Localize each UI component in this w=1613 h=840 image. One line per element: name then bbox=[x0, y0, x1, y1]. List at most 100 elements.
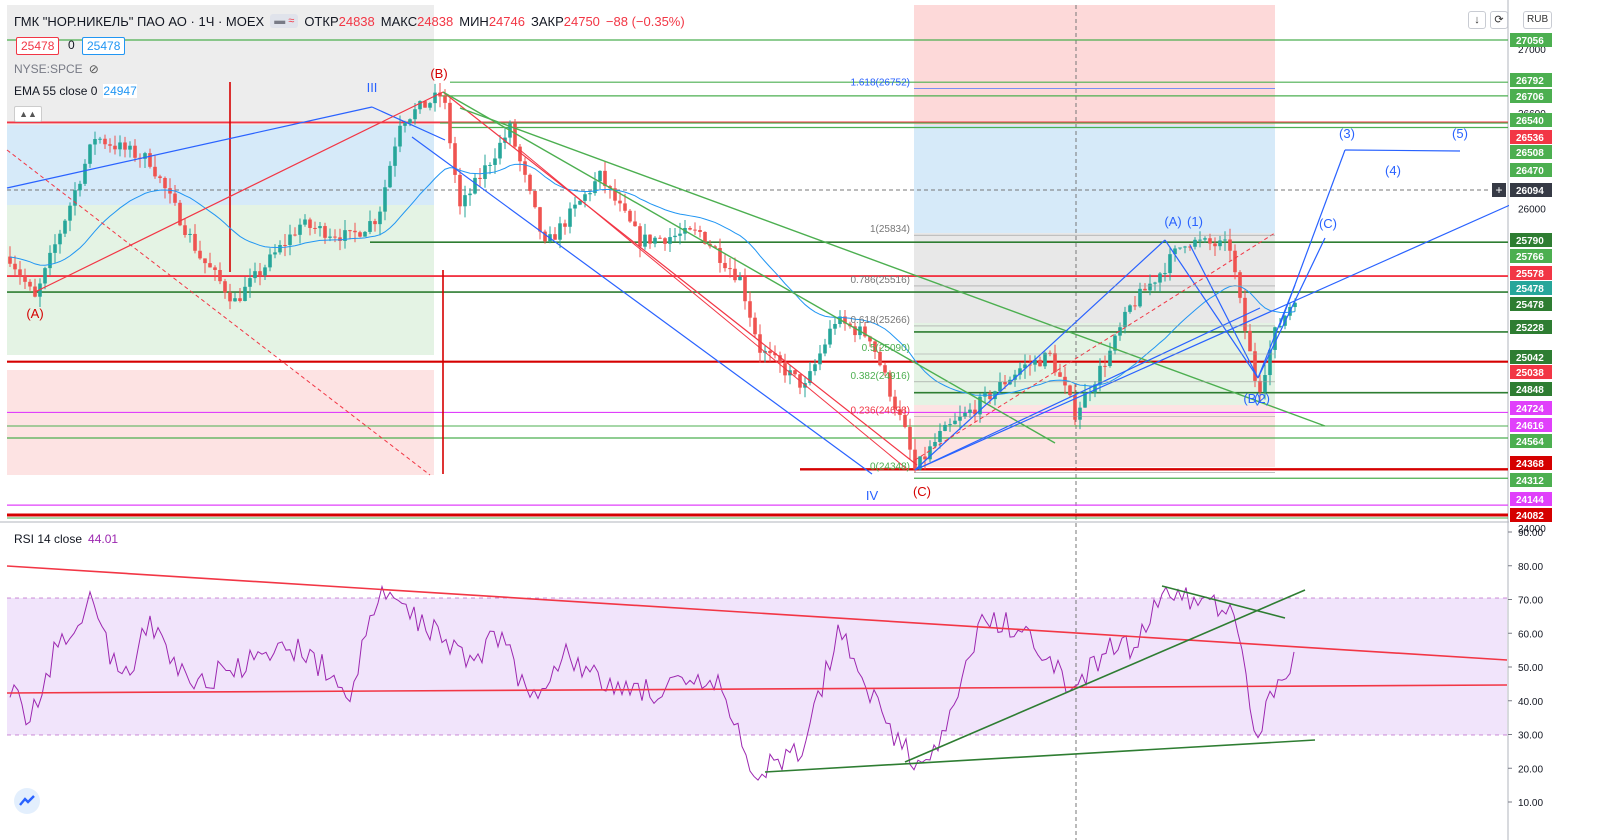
candle-body bbox=[83, 163, 87, 184]
tradingview-logo-icon[interactable] bbox=[14, 788, 40, 814]
candle-body bbox=[313, 227, 317, 229]
wave-label: (A) bbox=[1164, 214, 1181, 229]
rsi-axis-tick: 20.00 bbox=[1518, 764, 1543, 775]
compare-legend[interactable]: NYSE:SPCE ⊘ bbox=[14, 62, 99, 76]
wave-label: IV bbox=[866, 488, 879, 503]
candle-body bbox=[1248, 330, 1252, 352]
candle-body bbox=[863, 326, 867, 337]
candle-body bbox=[1133, 305, 1137, 307]
price-badge bbox=[1510, 350, 1552, 364]
price-badge bbox=[1510, 508, 1552, 522]
candle-body bbox=[88, 144, 92, 164]
candlestick-series bbox=[8, 83, 1297, 473]
candle-body bbox=[723, 262, 727, 269]
buy-price-button[interactable]: 25478 bbox=[82, 37, 126, 55]
price-badge-label: 24368 bbox=[1516, 459, 1544, 470]
rsi-axis-tick: 40.00 bbox=[1518, 697, 1543, 708]
candle-body bbox=[368, 221, 372, 232]
candle-body bbox=[748, 301, 752, 318]
candle-body bbox=[18, 269, 22, 277]
rsi-trend-line bbox=[1161, 585, 1286, 619]
currency-button[interactable]: RUB bbox=[1523, 11, 1553, 29]
ema-legend[interactable]: EMA 55 close 0 24947 bbox=[14, 84, 137, 98]
candle-body bbox=[1098, 365, 1102, 385]
candle-body bbox=[833, 323, 837, 329]
candle-body bbox=[918, 456, 922, 470]
arrow-down-icon[interactable]: ↓ bbox=[1468, 11, 1486, 29]
collapse-legend-button[interactable]: ▲▲ bbox=[14, 106, 42, 122]
candle-body bbox=[258, 271, 262, 276]
candle-body bbox=[523, 161, 527, 175]
candle-body bbox=[568, 208, 572, 227]
eye-off-icon[interactable]: ⊘ bbox=[88, 62, 99, 76]
candle-body bbox=[28, 281, 32, 287]
zone-blue bbox=[7, 125, 434, 205]
wave-label: (A) bbox=[26, 306, 43, 321]
price-badge bbox=[1510, 183, 1552, 197]
rsi-trend-line bbox=[6, 565, 1508, 661]
candle-body bbox=[1068, 385, 1072, 396]
candle-body bbox=[188, 233, 192, 235]
low-value: 24746 bbox=[488, 13, 525, 29]
candle-body bbox=[813, 364, 817, 372]
compare-toggle[interactable]: ▬ ≈ bbox=[270, 14, 299, 28]
open-label: ОТКР bbox=[304, 13, 339, 29]
candle-body bbox=[178, 202, 182, 226]
trend-line bbox=[1164, 239, 1259, 379]
candle-body bbox=[488, 164, 492, 166]
symbol-title[interactable]: ГМК "НОР.НИКЕЛЬ" ПАО АО · 1Ч · MOEX bbox=[14, 13, 265, 29]
candle-body bbox=[478, 177, 482, 179]
candle-body bbox=[143, 153, 147, 159]
candle-body bbox=[388, 165, 392, 188]
candle-body bbox=[718, 247, 722, 263]
candle-body bbox=[173, 193, 177, 203]
candle-body bbox=[1043, 352, 1047, 367]
candle-body bbox=[1083, 392, 1087, 408]
price-badge bbox=[1510, 473, 1552, 487]
candle-body bbox=[373, 221, 377, 225]
rsi-trend-line bbox=[904, 589, 1306, 763]
rsi-axis-tick: 50.00 bbox=[1518, 663, 1543, 674]
candle-body bbox=[948, 424, 952, 426]
candle-body bbox=[383, 187, 387, 212]
price-badge bbox=[1510, 266, 1552, 280]
trend-line bbox=[1344, 149, 1461, 152]
ema-label: EMA 55 close 0 bbox=[14, 84, 98, 98]
open-value: 24838 bbox=[338, 13, 375, 29]
candle-body bbox=[873, 341, 877, 352]
candle-body bbox=[1223, 239, 1227, 241]
candle-body bbox=[943, 424, 947, 431]
candle-body bbox=[678, 233, 682, 236]
candle-body bbox=[378, 211, 382, 225]
refresh-icon[interactable]: ⟳ bbox=[1490, 11, 1508, 29]
candle-body bbox=[93, 139, 97, 145]
fib-level-label: 1(25834) bbox=[870, 224, 910, 235]
candle-body bbox=[1203, 238, 1207, 240]
candle-body bbox=[973, 409, 977, 415]
fib-level-label: 0.382(24916) bbox=[851, 371, 911, 382]
rsi-legend[interactable]: RSI 14 close 44.01 bbox=[14, 532, 118, 546]
wave-label: (5) bbox=[1452, 126, 1468, 141]
candle-body bbox=[228, 292, 232, 302]
wave-label: (3) bbox=[1339, 126, 1355, 141]
candle-body bbox=[563, 223, 567, 227]
zone-gray bbox=[7, 5, 434, 125]
candle-body bbox=[603, 170, 607, 187]
candle-body bbox=[463, 195, 467, 207]
price-badge-label: 25038 bbox=[1516, 368, 1544, 379]
high-label: МАКС bbox=[380, 13, 418, 29]
candle-body bbox=[163, 178, 167, 189]
price-badge bbox=[1510, 456, 1552, 470]
candle-body bbox=[728, 268, 732, 270]
candle-body bbox=[808, 371, 812, 384]
candle-body bbox=[413, 109, 417, 120]
candle-body bbox=[593, 181, 597, 194]
ema-55-line bbox=[9, 163, 1296, 396]
sell-price-button[interactable]: 25478 bbox=[16, 37, 60, 55]
candle-body bbox=[153, 166, 157, 177]
candle-body bbox=[318, 226, 322, 229]
price-badge-label: 24144 bbox=[1516, 495, 1544, 506]
candle-body bbox=[348, 230, 352, 232]
candle-body bbox=[428, 103, 432, 108]
